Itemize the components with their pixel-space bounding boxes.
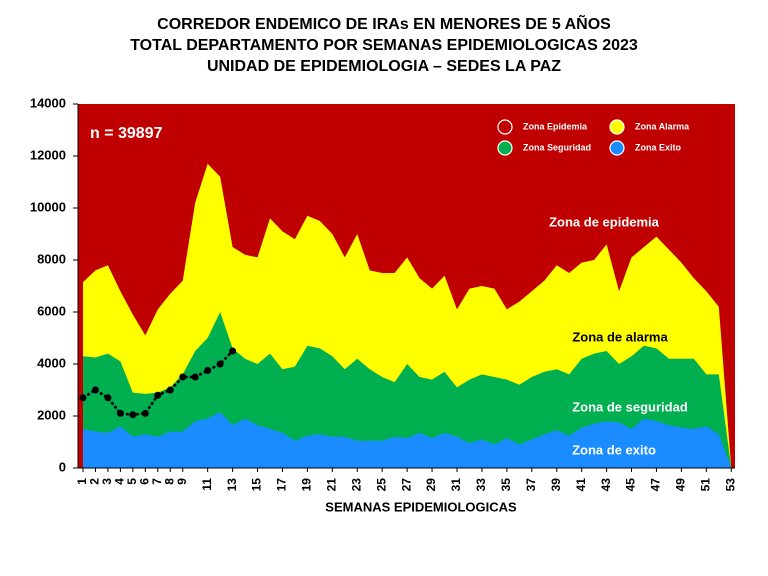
legend-label: Zona Exito <box>635 142 682 152</box>
observed-point <box>91 386 99 394</box>
x-tick-label: 45 <box>624 478 638 492</box>
annotation: Zona de seguridad <box>572 399 688 414</box>
y-tick-label: 12000 <box>30 147 66 162</box>
zone-area <box>82 412 732 468</box>
observed-point <box>179 373 187 381</box>
x-tick-label: 3 <box>100 478 114 485</box>
x-tick-label: 53 <box>723 478 737 492</box>
x-tick-label: 47 <box>649 478 663 492</box>
x-tick-label: 51 <box>698 478 712 492</box>
y-tick-label: 10000 <box>30 199 66 214</box>
x-tick-label: 8 <box>162 478 176 485</box>
x-tick-label: 1 <box>75 478 89 485</box>
observed-point <box>154 391 162 399</box>
x-tick-label: 13 <box>225 478 239 492</box>
observed-point <box>216 360 224 368</box>
x-tick-label: 15 <box>250 478 264 492</box>
observed-point <box>79 394 87 402</box>
x-tick-label: 7 <box>150 478 164 485</box>
chart-title: TOTAL DEPARTAMENTO POR SEMANAS EPIDEMIOL… <box>130 37 638 54</box>
observed-point <box>116 409 124 417</box>
x-tick-label: 4 <box>113 478 127 485</box>
x-tick-label: 39 <box>549 478 563 492</box>
chart-title: UNIDAD DE EPIDEMIOLOGIA – SEDES LA PAZ <box>207 58 561 75</box>
observed-point <box>229 347 237 355</box>
y-tick-label: 8000 <box>37 251 66 266</box>
legend-label: Zona Seguridad <box>523 142 591 152</box>
y-tick-label: 2000 <box>37 407 66 422</box>
x-axis-label: SEMANAS EPIDEMIOLOGICAS <box>325 499 517 514</box>
x-tick-label: 19 <box>300 478 314 492</box>
x-tick-label: 23 <box>349 478 363 492</box>
x-tick-label: 33 <box>474 478 488 492</box>
annotation: Zona de alarma <box>572 329 668 344</box>
x-tick-label: 5 <box>125 478 139 485</box>
x-tick-label: 49 <box>674 478 688 492</box>
y-tick-label: 4000 <box>37 355 66 370</box>
x-tick-label: 6 <box>137 478 151 485</box>
y-tick-label: 0 <box>59 459 66 474</box>
x-tick-label: 37 <box>524 478 538 492</box>
x-tick-label: 9 <box>175 478 189 485</box>
legend-marker <box>497 119 513 135</box>
annotation: n = 39897 <box>90 125 163 142</box>
x-tick-label: 41 <box>574 478 588 492</box>
y-tick-label: 14000 <box>30 95 66 110</box>
observed-point <box>191 373 199 381</box>
legend-label: Zona Alarma <box>635 121 690 131</box>
y-tick-label: 6000 <box>37 303 66 318</box>
observed-point <box>141 409 149 417</box>
legend-label: Zona Epidemia <box>523 121 588 131</box>
legend-marker <box>497 140 513 156</box>
observed-point <box>129 411 137 419</box>
x-tick-label: 31 <box>449 478 463 492</box>
x-tick-label: 27 <box>399 478 413 492</box>
observed-point <box>104 394 112 402</box>
legend-marker <box>609 140 625 156</box>
x-tick-label: 2 <box>88 478 102 485</box>
x-tick-label: 21 <box>324 478 338 492</box>
x-tick-label: 25 <box>374 478 388 492</box>
legend-marker <box>609 119 625 135</box>
observed-point <box>166 386 174 394</box>
x-tick-label: 17 <box>275 478 289 492</box>
annotation: Zona de epidemia <box>549 214 660 229</box>
x-tick-label: 11 <box>200 478 214 491</box>
x-tick-label: 35 <box>499 478 513 492</box>
chart-title: CORREDOR ENDEMICO DE IRAs EN MENORES DE … <box>157 13 611 33</box>
x-tick-label: 43 <box>599 478 613 492</box>
observed-point <box>204 367 212 374</box>
x-tick-label: 29 <box>424 478 438 492</box>
annotation: Zona de exito <box>572 442 656 457</box>
